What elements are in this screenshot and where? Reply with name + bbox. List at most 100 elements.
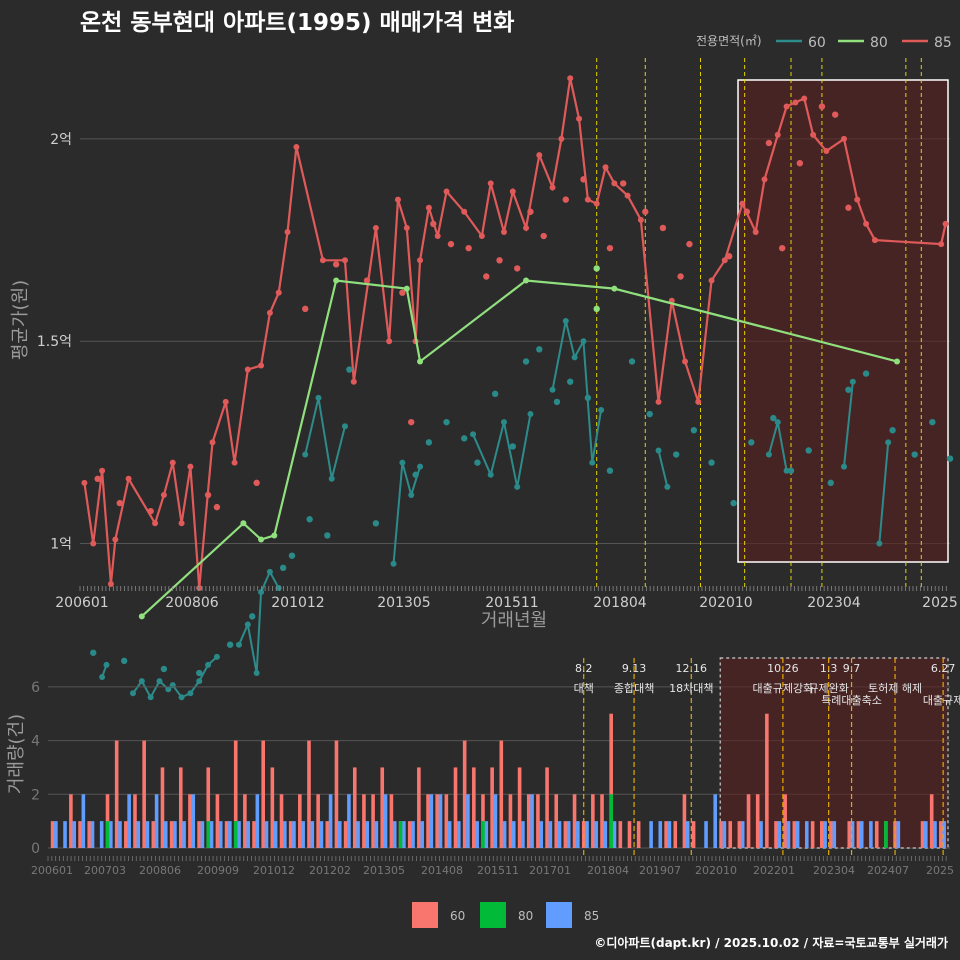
bar-85 xyxy=(310,821,315,848)
series-60-point xyxy=(549,386,556,393)
event-date: 9.13 xyxy=(622,662,647,675)
series-85-point xyxy=(774,131,781,138)
series-85-point xyxy=(363,277,371,284)
bar-85 xyxy=(759,821,763,848)
series-85-point xyxy=(465,244,472,252)
series-85-point xyxy=(461,208,468,215)
x-tick-label: 201804 xyxy=(587,864,629,877)
bar-85 xyxy=(658,821,663,848)
series-85-point xyxy=(695,398,702,405)
series-85-point xyxy=(841,135,848,142)
bar-85 xyxy=(209,821,214,848)
bar-60 xyxy=(124,821,128,848)
legend-label-60: 60 xyxy=(808,35,826,51)
bar-85 xyxy=(484,821,489,848)
x-tick-label: 2025 xyxy=(926,864,954,877)
x-tick-label: 200806 xyxy=(139,864,181,877)
series-60-point xyxy=(491,390,499,398)
bar-85 xyxy=(301,821,305,848)
series-60-point xyxy=(187,690,194,697)
bar-85 xyxy=(127,794,131,848)
series-85-point xyxy=(275,289,282,296)
bar-85 xyxy=(511,821,516,848)
series-85-point xyxy=(204,491,212,499)
bar-85 xyxy=(869,821,873,848)
series-85-point xyxy=(408,418,415,426)
series-60-point xyxy=(514,483,521,490)
series-85-point xyxy=(478,233,485,240)
series-60-point xyxy=(249,613,256,620)
bar-85 xyxy=(136,821,141,848)
series-85-point xyxy=(341,257,348,264)
series-60-point xyxy=(827,479,834,487)
event-date: 6.27 xyxy=(931,662,956,675)
bar-60 xyxy=(334,740,339,848)
series-60-point xyxy=(461,435,468,442)
bar-85 xyxy=(530,794,534,848)
series-85-point xyxy=(558,135,565,142)
series-60-point xyxy=(664,483,671,490)
series-60-point xyxy=(178,694,185,701)
series-60-point xyxy=(160,665,168,673)
bar-60 xyxy=(810,821,815,848)
series-80-point xyxy=(138,613,145,620)
bar-60 xyxy=(224,821,229,848)
series-85-point xyxy=(818,103,826,110)
series-80-point xyxy=(403,285,410,292)
series-60-point xyxy=(885,439,892,446)
price-legend: 전용면적(㎡) 60 80 85 xyxy=(696,34,952,51)
bar-60 xyxy=(252,821,256,848)
series-80-point xyxy=(333,277,340,284)
series-85-point xyxy=(443,188,450,195)
bar-60 xyxy=(50,821,55,848)
series-60-point xyxy=(487,471,494,478)
bar-60 xyxy=(206,767,211,848)
series-85-point xyxy=(725,253,733,260)
series-60-point xyxy=(774,419,781,426)
series-60-line xyxy=(392,462,422,564)
series-60-point xyxy=(258,589,265,596)
series-85-point xyxy=(686,240,693,248)
series-60-point xyxy=(646,410,653,418)
x-tick-label: 202304 xyxy=(807,595,861,611)
series-85-point xyxy=(487,180,494,187)
series-85-point xyxy=(655,398,662,405)
x-axis-title: 거래년월 xyxy=(481,610,547,631)
bar-60 xyxy=(554,794,559,848)
series-60-point xyxy=(527,411,534,418)
y-tick-label: 6 xyxy=(31,680,40,696)
series-60-point xyxy=(302,451,309,458)
series-80-point xyxy=(258,536,265,543)
event-date: 9.7 xyxy=(843,662,861,675)
bar-85 xyxy=(795,821,800,848)
bar-85 xyxy=(273,821,278,848)
bar-85 xyxy=(521,821,525,848)
x-tick-label: 201408 xyxy=(421,864,463,877)
bar-85 xyxy=(493,794,498,848)
series-60-point xyxy=(120,657,128,665)
series-85-point xyxy=(624,192,631,199)
series-60-point xyxy=(99,674,106,681)
bar-60 xyxy=(114,740,119,848)
series-60-point xyxy=(690,427,698,434)
event-label: 대출규제 xyxy=(923,694,960,707)
series-85-point xyxy=(611,180,618,187)
x-tick-label: 202407 xyxy=(867,864,909,877)
series-85-point xyxy=(765,139,773,147)
bar-60 xyxy=(444,794,449,848)
bar-60 xyxy=(453,767,458,848)
series-60-point xyxy=(862,370,870,377)
bar-85 xyxy=(191,794,196,848)
bar-60 xyxy=(792,821,797,848)
series-85-point xyxy=(231,459,238,466)
series-60-line xyxy=(843,381,854,467)
series-85-point xyxy=(90,540,97,547)
series-85-point xyxy=(386,338,393,345)
bar-85 xyxy=(804,821,809,848)
series-85-point xyxy=(434,233,441,240)
bar-85 xyxy=(200,821,205,848)
series-60-point xyxy=(571,354,578,361)
series-60-point xyxy=(90,649,97,656)
series-85-point xyxy=(831,111,839,118)
